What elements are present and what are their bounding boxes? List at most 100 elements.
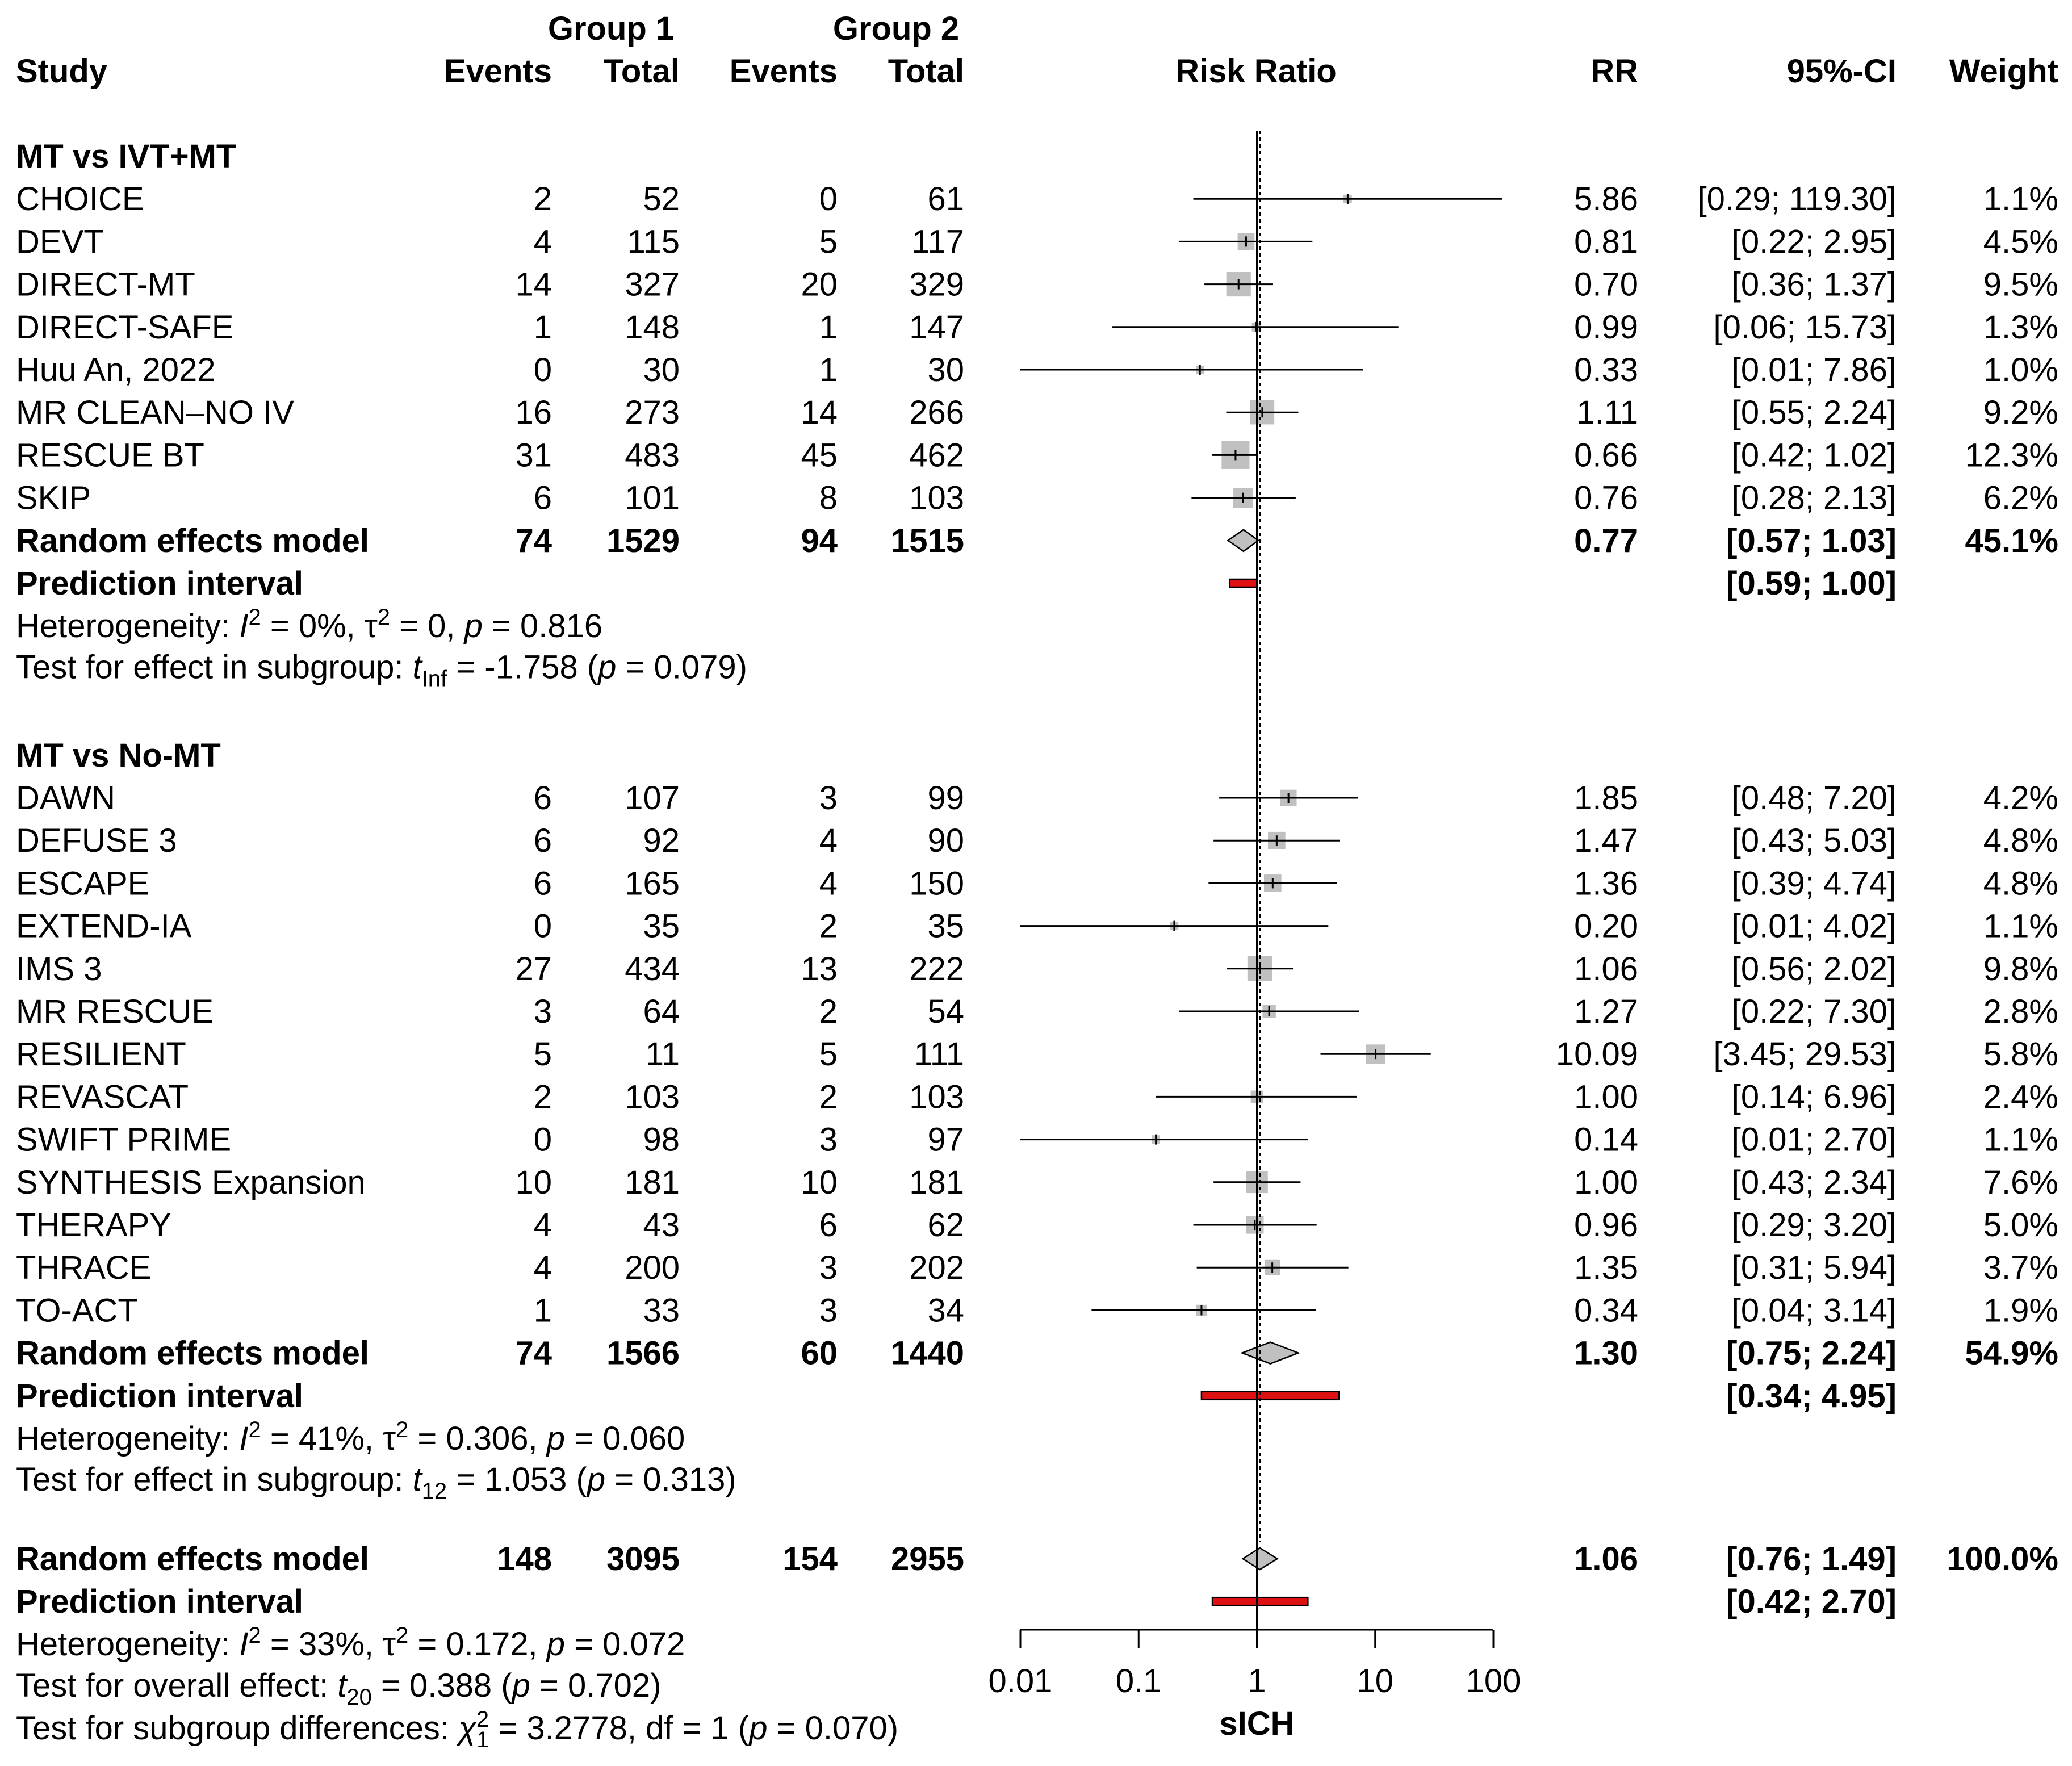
total-group1: 52 <box>643 181 680 217</box>
events-group1: 3 <box>534 993 552 1030</box>
events-group2: 3 <box>819 1249 838 1286</box>
study-name: DIRECT-MT <box>16 266 195 303</box>
total-group1: 103 <box>625 1078 680 1115</box>
test-subgroup-effect-part: Test for effect in subgroup: <box>16 1461 413 1498</box>
total-group2: 117 <box>912 223 964 260</box>
header-weight: Weight <box>1949 53 2058 90</box>
total-group2: 97 <box>927 1121 964 1158</box>
model-ci: [0.75; 2.24] <box>1726 1335 1897 1372</box>
total-group1: 101 <box>625 480 680 517</box>
rr-value: 1.06 <box>1574 951 1638 987</box>
heterogeneity-text-part: = 0.816 <box>483 608 602 645</box>
total-group2: 150 <box>909 865 964 902</box>
events-group1: 4 <box>534 1249 552 1286</box>
ci-value: [0.22; 2.95] <box>1732 223 1897 260</box>
total-group1: 11 <box>646 1036 680 1073</box>
test-overall-effect-part: 20 <box>346 1685 372 1710</box>
events-group2: 8 <box>819 480 838 517</box>
prediction-bar <box>1211 1596 1309 1606</box>
model-events-group1: 74 <box>515 522 552 559</box>
rr-value: 1.36 <box>1574 865 1638 902</box>
study-name: THRACE <box>16 1249 151 1286</box>
events-group1: 0 <box>534 1121 552 1158</box>
header-rr: RR <box>1590 53 1638 90</box>
model-total-group2: 2955 <box>891 1541 964 1577</box>
prediction-label: Prediction interval <box>16 1583 303 1620</box>
study-name: SWIFT PRIME <box>16 1121 231 1158</box>
rr-value: 0.81 <box>1574 223 1638 260</box>
heterogeneity-text-part: I <box>239 608 248 645</box>
weight-value: 4.5% <box>1983 223 2058 260</box>
heterogeneity-text-part: = 0.072 <box>565 1626 685 1663</box>
heterogeneity-text-part: 2 <box>378 605 390 630</box>
total-group2: 111 <box>914 1036 964 1073</box>
test-overall-effect: Test for overall effect: t20 = 0.388 (p … <box>16 1667 661 1710</box>
model-weight: 54.9% <box>1965 1335 2058 1372</box>
heterogeneity-text-part: = 33%, τ <box>261 1626 396 1663</box>
study-name: EXTEND-IA <box>16 908 192 945</box>
test-subgroup-effect-part: = 0.079) <box>616 648 747 685</box>
events-group2: 13 <box>801 951 838 987</box>
model-events-group2: 154 <box>782 1541 838 1577</box>
study-name: MR CLEAN–NO IV <box>16 394 294 431</box>
heterogeneity-text-part: 2 <box>396 1417 408 1442</box>
heterogeneity-text-part: = 41%, τ <box>261 1420 396 1457</box>
rr-value: 0.66 <box>1574 437 1638 474</box>
forest-marks <box>1020 194 1502 1606</box>
total-group2: 103 <box>909 480 964 517</box>
weight-value: 9.2% <box>1983 394 2058 431</box>
total-group2: 61 <box>927 181 964 217</box>
heterogeneity-text-part: I <box>239 1626 248 1663</box>
events-group2: 4 <box>819 865 838 902</box>
test-subgroup-effect-part: = 1.053 ( <box>447 1461 587 1498</box>
events-group1: 1 <box>534 309 552 346</box>
weight-value: 1.3% <box>1983 309 2058 346</box>
total-group1: 35 <box>643 908 680 945</box>
test-subgroup-effect-part: t <box>413 648 424 685</box>
events-group1: 1 <box>534 1292 552 1329</box>
events-group1: 10 <box>515 1164 552 1201</box>
ci-value: [0.55; 2.24] <box>1732 394 1897 431</box>
test-overall-effect-part: = 0.702) <box>530 1667 662 1704</box>
pooled-diamond <box>1227 529 1260 553</box>
total-group1: 483 <box>625 437 680 474</box>
model-total-group1: 3095 <box>606 1541 680 1577</box>
total-group1: 33 <box>643 1292 680 1329</box>
study-name: DAWN <box>16 780 115 817</box>
rr-value: 1.00 <box>1574 1164 1638 1201</box>
ci-value: [0.04; 3.14] <box>1732 1292 1897 1329</box>
events-group2: 14 <box>801 394 838 431</box>
total-group2: 329 <box>909 266 964 303</box>
events-group2: 6 <box>819 1207 838 1244</box>
model-total-group1: 1529 <box>606 522 680 559</box>
events-group1: 6 <box>534 865 552 902</box>
model-events-group1: 148 <box>497 1541 552 1577</box>
events-group1: 4 <box>534 223 552 260</box>
total-group1: 273 <box>625 394 680 431</box>
test-overall-effect-part: p <box>511 1667 530 1704</box>
pooled-diamond <box>1240 1341 1300 1365</box>
test-subgroup-differences-part: χ <box>455 1710 477 1747</box>
study-name: RESILIENT <box>16 1036 186 1073</box>
ci-value: [0.43; 5.03] <box>1732 822 1897 859</box>
test-subgroup-effect-part: p <box>597 648 616 685</box>
test-subgroup-differences: Test for subgroup differences: χ2 1 = 3.2… <box>16 1707 898 1752</box>
events-group1: 0 <box>534 351 552 388</box>
total-group1: 434 <box>625 951 680 987</box>
heterogeneity-text-part: 2 <box>248 1417 261 1442</box>
study-name: REVASCAT <box>16 1078 189 1115</box>
test-subgroup-differences-part: 2 <box>476 1707 489 1732</box>
model-weight: 100.0% <box>1947 1541 2058 1577</box>
total-group2: 54 <box>927 993 964 1030</box>
ci-value: [0.48; 7.20] <box>1732 780 1897 817</box>
events-group1: 2 <box>534 1078 552 1115</box>
test-overall-effect-part: t <box>337 1667 348 1704</box>
total-group2: 222 <box>909 951 964 987</box>
study-name: THERAPY <box>16 1207 171 1244</box>
prediction-ci: [0.59; 1.00] <box>1726 565 1897 602</box>
x-axis: 0.01 0.1 1 10 100 sICH <box>989 131 1521 1742</box>
model-rr: 1.06 <box>1574 1541 1638 1577</box>
ci-value: [0.56; 2.02] <box>1732 951 1897 987</box>
model-weight: 45.1% <box>1965 522 2058 559</box>
ci-value: [0.06; 15.73] <box>1714 309 1897 346</box>
